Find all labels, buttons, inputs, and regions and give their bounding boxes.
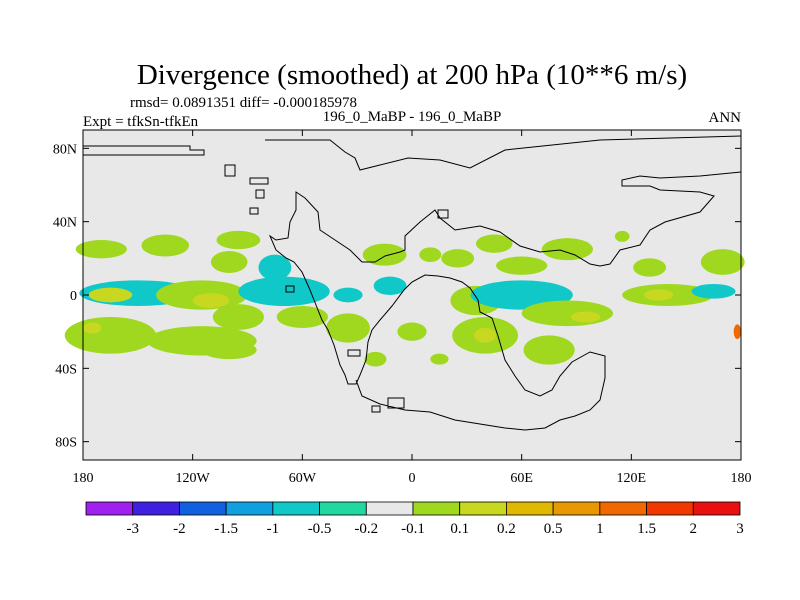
colorbar-label-4: -0.5 [308, 521, 332, 537]
colorbar-label-3: -1 [267, 521, 280, 537]
colorbar-label-13: 3 [736, 521, 744, 537]
contour-patch-16 [192, 293, 230, 308]
x-tick-label-2: 60W [289, 471, 317, 486]
contour-patch-30 [397, 322, 427, 341]
x-tick-label-4: 60E [510, 471, 533, 486]
rmsd-diff-label: rmsd= 0.0891351 diff= -0.000185978 [130, 95, 357, 111]
experiment-label: Expt = tfkSn-tfkEn [83, 114, 199, 130]
contour-patch-8 [475, 234, 513, 253]
contour-patch-1 [141, 234, 190, 257]
contour-patch-14 [88, 287, 133, 303]
colorbar-box-13 [692, 501, 741, 516]
colorbar-label-11: 1.5 [637, 521, 656, 537]
colorbar-box-7 [412, 501, 461, 516]
colorbar-label-7: 0.1 [450, 521, 469, 537]
colorbar-box-2 [179, 501, 227, 516]
y-tick-label-4: 80S [55, 436, 77, 451]
colorbar-box-4 [272, 501, 320, 516]
contour-patch-37 [201, 340, 257, 360]
colorbar-box-11 [599, 501, 647, 516]
colorbar-box-1 [132, 501, 180, 516]
x-tick-label-6: 180 [731, 471, 752, 486]
contour-patch-25 [644, 289, 674, 301]
colorbar: -3 -2 -1.5 -1 -0.5 -0.2 -0.1 0.1 0.2 0.5 1 1.5 2 3 [85, 501, 744, 537]
colorbar-box-6 [365, 501, 414, 516]
contour-patches [64, 230, 745, 367]
contour-patch-41 [614, 230, 630, 242]
contour-patch-35 [83, 322, 102, 334]
contour-patch-9 [541, 238, 593, 261]
colorbar-box-5 [319, 501, 367, 516]
contour-patch-23 [571, 311, 601, 323]
contour-patch-10 [496, 256, 548, 275]
colorbar-box-3 [225, 501, 274, 516]
y-axis: 80N 40N 0 40S 80S [53, 142, 741, 451]
colorbar-box-12 [646, 501, 694, 516]
contour-patch-26 [691, 284, 736, 299]
case-label: 196_0_MaBP - 196_0_MaBP [323, 109, 502, 125]
colorbar-label-8: 0.2 [497, 521, 516, 537]
contour-patch-3 [210, 251, 248, 273]
contour-patch-27 [212, 304, 264, 330]
colorbar-label-5: -0.2 [354, 521, 378, 537]
contour-patch-11 [633, 258, 667, 277]
contour-patch-17 [238, 276, 330, 307]
colorbar-label-9: 0.5 [544, 521, 563, 537]
contour-patch-7 [441, 249, 475, 268]
contour-patch-22 [521, 300, 614, 327]
colorbar-label-0: -3 [126, 521, 139, 537]
contour-patch-5 [362, 243, 407, 266]
x-tick-label-5: 120E [617, 471, 647, 486]
colorbar-label-1: -2 [173, 521, 186, 537]
contour-patch-32 [474, 328, 497, 343]
x-axis: 180 120W 60W 0 60E 120E 180 [73, 130, 752, 486]
colorbar-box-9 [506, 501, 554, 516]
contour-patch-4 [258, 254, 292, 281]
contour-patch-2 [216, 230, 261, 250]
contour-patch-18 [333, 287, 363, 303]
colorbar-label-10: 1 [596, 521, 604, 537]
colorbar-box-0 [85, 501, 134, 516]
contour-patch-39 [430, 353, 449, 365]
colorbar-label-6: -0.1 [401, 521, 425, 537]
x-tick-label-3: 0 [409, 471, 416, 486]
y-tick-label-0: 80N [53, 142, 77, 157]
colorbar-box-8 [459, 501, 507, 516]
x-tick-label-0: 180 [73, 471, 94, 486]
colorbar-label-12: 2 [690, 521, 698, 537]
period-label: ANN [709, 110, 742, 126]
contour-patch-40 [733, 324, 741, 339]
chart-title: Divergence (smoothed) at 200 hPa (10**6 … [137, 59, 687, 91]
contour-patch-29 [326, 313, 370, 343]
contour-patch-6 [419, 247, 442, 262]
contour-patch-28 [276, 306, 328, 328]
continent-outline [83, 135, 742, 431]
y-tick-label-1: 40N [53, 216, 77, 231]
y-tick-label-3: 40S [55, 362, 77, 377]
map-plot-area [64, 129, 745, 461]
contour-patch-34 [64, 317, 157, 354]
colorbar-label-2: -1.5 [214, 521, 238, 537]
contour-patch-33 [523, 335, 575, 365]
x-tick-label-1: 120W [176, 471, 211, 486]
contour-patch-19 [373, 276, 407, 296]
contour-patch-38 [364, 351, 387, 367]
contour-patch-0 [75, 240, 127, 259]
colorbar-box-10 [552, 501, 601, 516]
y-tick-label-2: 0 [70, 289, 77, 304]
contour-patch-12 [700, 249, 745, 275]
